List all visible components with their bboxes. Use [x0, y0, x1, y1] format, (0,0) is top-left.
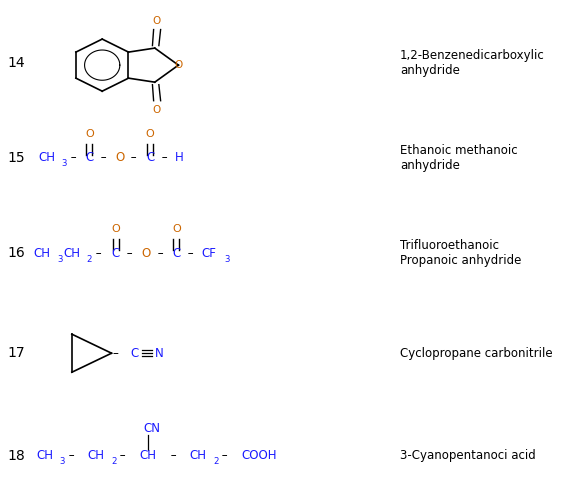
Text: CH: CH [34, 246, 51, 260]
Text: 3-Cyanopentanoci acid: 3-Cyanopentanoci acid [400, 449, 536, 462]
Text: 16: 16 [8, 246, 25, 260]
Text: COOH: COOH [241, 449, 277, 462]
Text: CH: CH [88, 449, 105, 462]
Text: –: – [127, 151, 137, 164]
Text: C: C [112, 246, 120, 260]
Text: –: – [113, 347, 119, 360]
Text: CN: CN [144, 422, 161, 435]
Text: 3: 3 [57, 255, 62, 264]
Text: O: O [172, 224, 180, 234]
Text: –: – [97, 151, 106, 164]
Text: 17: 17 [8, 346, 25, 360]
Text: –: – [158, 151, 167, 164]
Text: H: H [175, 151, 183, 164]
Text: –: – [123, 246, 133, 260]
Text: CF: CF [201, 246, 215, 260]
Text: O: O [85, 129, 93, 139]
Text: 1,2-Benzenedicarboxylic
anhydride: 1,2-Benzenedicarboxylic anhydride [400, 49, 545, 77]
Text: CH: CH [63, 246, 80, 260]
Text: –: – [92, 246, 102, 260]
Text: 3: 3 [224, 255, 230, 264]
Text: CH: CH [38, 151, 55, 164]
Text: 18: 18 [8, 449, 25, 463]
Text: CH: CH [139, 449, 156, 462]
Text: –: – [167, 449, 176, 462]
Text: Trifluoroethanoic
Propanoic anhydride: Trifluoroethanoic Propanoic anhydride [400, 239, 522, 267]
Text: –: – [154, 246, 163, 260]
Text: Ethanoic methanoic
anhydride: Ethanoic methanoic anhydride [400, 144, 517, 172]
Text: –: – [116, 449, 126, 462]
Text: 15: 15 [8, 151, 25, 165]
Text: –: – [65, 449, 74, 462]
Text: 2: 2 [111, 457, 116, 466]
Text: O: O [141, 246, 151, 260]
Text: O: O [152, 105, 161, 115]
Text: C: C [172, 246, 180, 260]
Text: O: O [112, 224, 120, 234]
Text: 2: 2 [213, 457, 218, 466]
Text: 3: 3 [60, 457, 65, 466]
Text: O: O [152, 16, 161, 26]
Text: CH: CH [190, 449, 207, 462]
Text: C: C [131, 347, 139, 360]
Text: –: – [184, 246, 193, 260]
Text: O: O [174, 60, 183, 70]
Text: 14: 14 [8, 56, 25, 70]
Text: C: C [85, 151, 93, 164]
Text: C: C [146, 151, 154, 164]
Text: 3: 3 [61, 159, 67, 168]
Text: O: O [146, 129, 154, 139]
Text: O: O [115, 151, 124, 164]
Text: –: – [67, 151, 77, 164]
Text: Cyclopropane carbonitrile: Cyclopropane carbonitrile [400, 347, 552, 360]
Text: CH: CH [36, 449, 53, 462]
Text: 2: 2 [86, 255, 92, 264]
Text: N: N [155, 347, 164, 360]
Text: –: – [218, 449, 228, 462]
